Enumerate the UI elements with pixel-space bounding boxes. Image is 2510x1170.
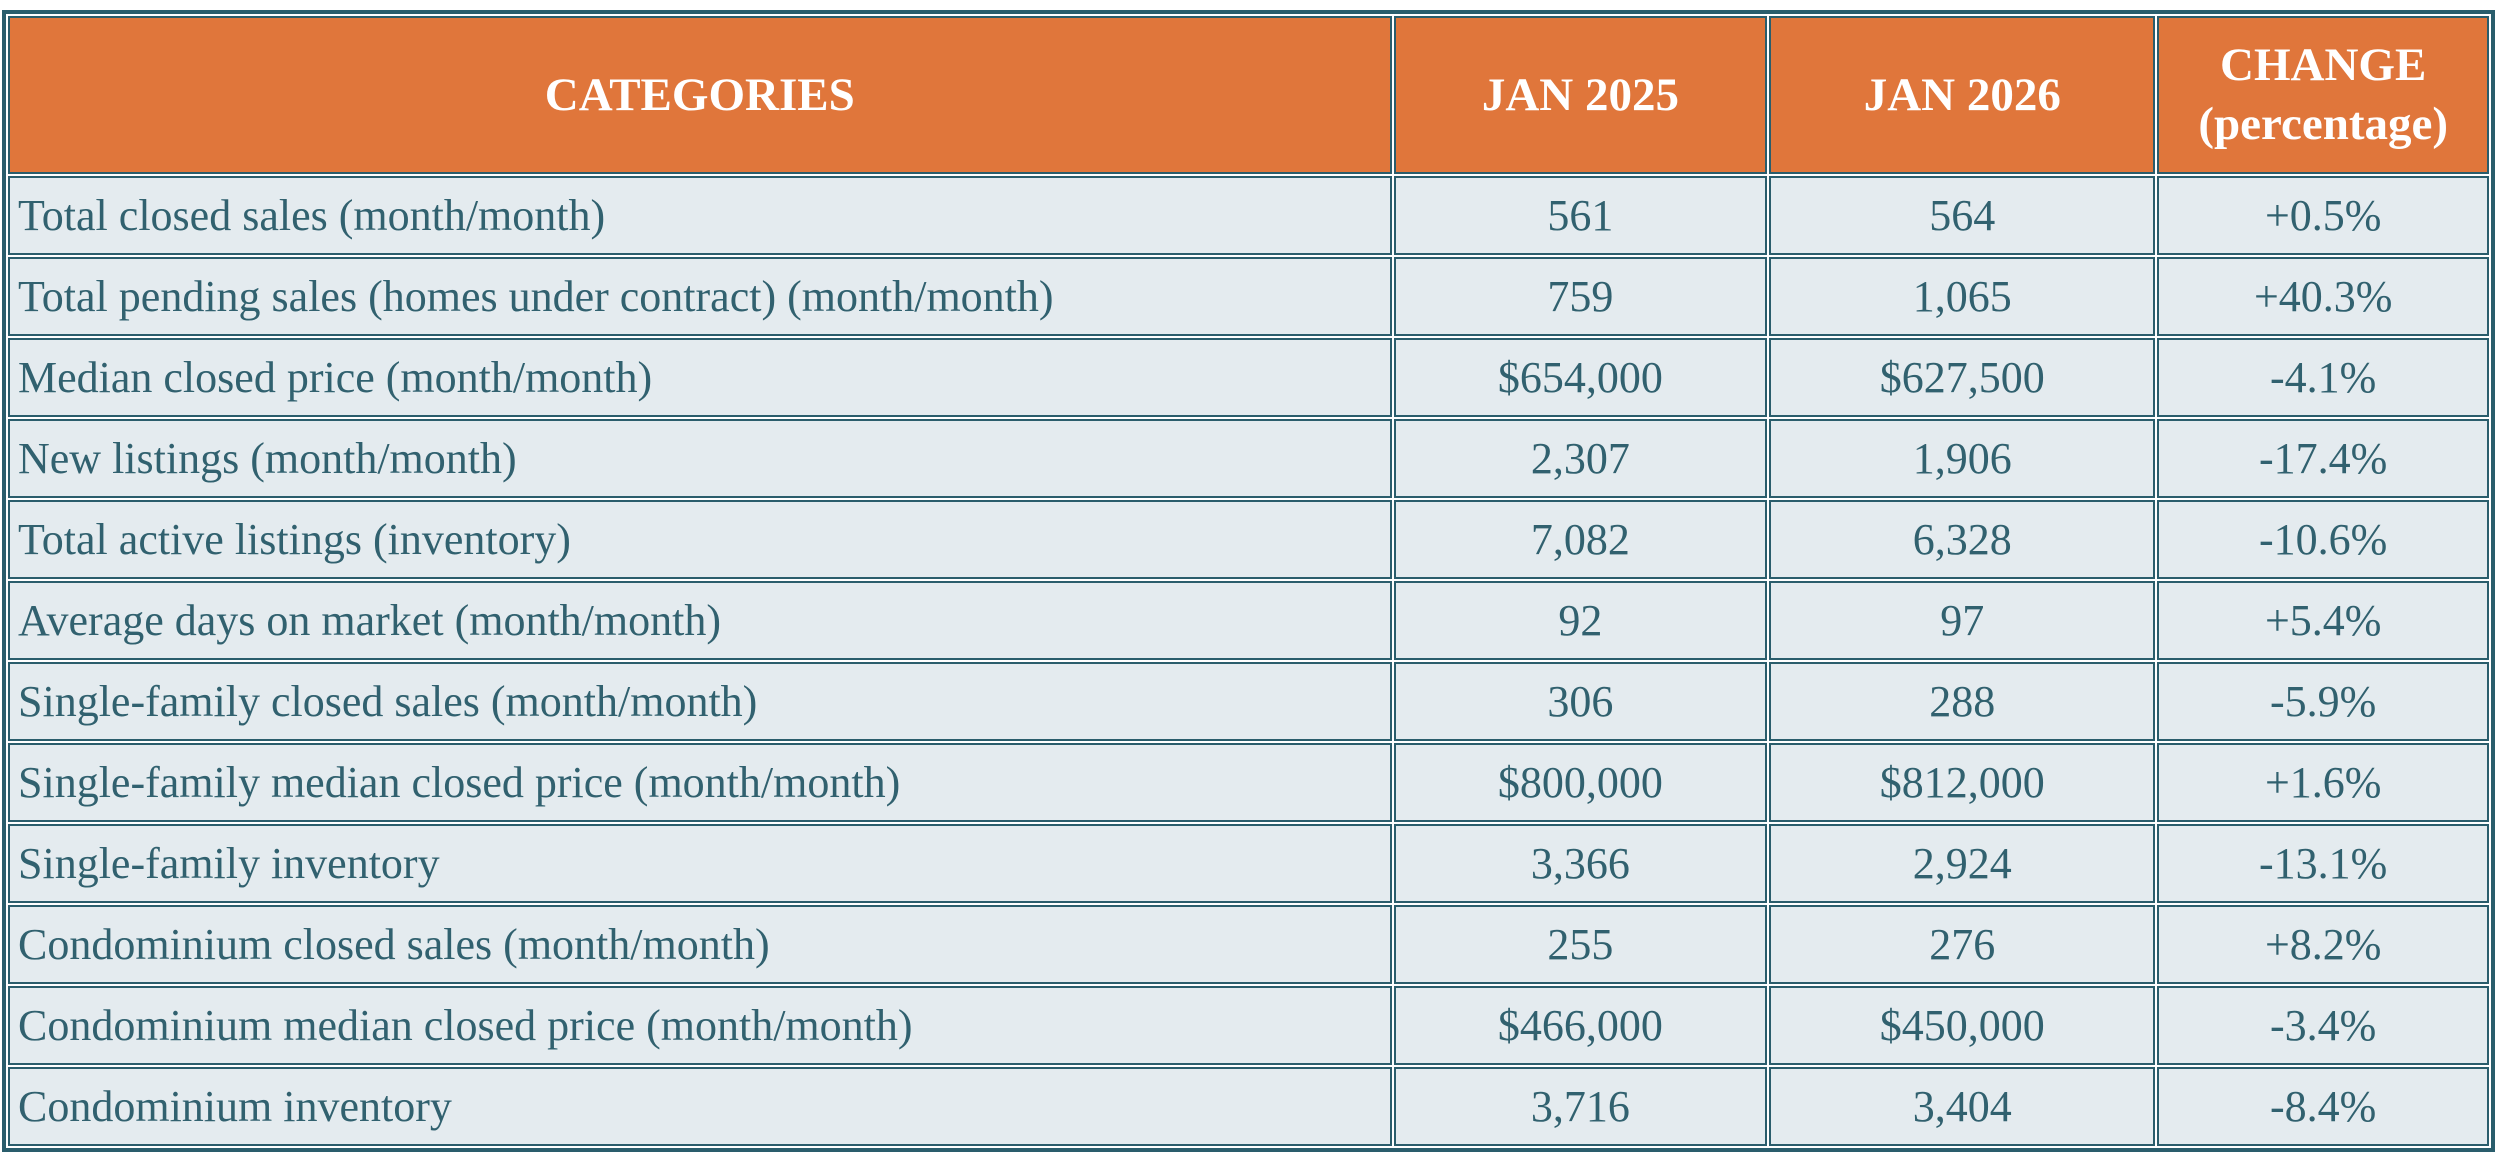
jan-2026-value-cell: 2,924	[1769, 824, 2156, 903]
jan-2026-value-cell: 276	[1769, 905, 2156, 984]
jan-2026-value-cell: 1,906	[1769, 419, 2156, 498]
column-header-jan-2025: JAN 2025	[1393, 16, 1768, 174]
category-cell: Median closed price (month/month)	[8, 338, 1392, 417]
table-row: Median closed price (month/month) $654,0…	[8, 338, 2489, 417]
change-percentage-cell: -4.1%	[2157, 338, 2489, 417]
column-header-categories: CATEGORIES	[8, 16, 1392, 174]
market-stats-table: CATEGORIES JAN 2025 JAN 2026 CHANGE (per…	[2, 10, 2495, 1152]
jan-2025-value-cell: 2,307	[1393, 419, 1768, 498]
jan-2025-value-cell: $466,000	[1393, 986, 1768, 1065]
header-row: CATEGORIES JAN 2025 JAN 2026 CHANGE (per…	[8, 16, 2489, 174]
table-row: Condominium closed sales (month/month) 2…	[8, 905, 2489, 984]
jan-2025-value-cell: 255	[1393, 905, 1768, 984]
table-body: Total closed sales (month/month) 561 564…	[8, 176, 2489, 1146]
jan-2025-value-cell: 7,082	[1393, 500, 1768, 579]
category-cell: Total closed sales (month/month)	[8, 176, 1392, 255]
jan-2025-value-cell: 3,716	[1393, 1067, 1768, 1146]
change-percentage-cell: -8.4%	[2157, 1067, 2489, 1146]
change-percentage-cell: -3.4%	[2157, 986, 2489, 1065]
table-row: Single-family inventory 3,366 2,924 -13.…	[8, 824, 2489, 903]
category-cell: Average days on market (month/month)	[8, 581, 1392, 660]
column-header-jan-2026: JAN 2026	[1769, 16, 2156, 174]
category-cell: Single-family median closed price (month…	[8, 743, 1392, 822]
table-row: Total pending sales (homes under contrac…	[8, 257, 2489, 336]
category-cell: Condominium closed sales (month/month)	[8, 905, 1392, 984]
jan-2025-value-cell: 3,366	[1393, 824, 1768, 903]
jan-2026-value-cell: 564	[1769, 176, 2156, 255]
category-cell: Condominium inventory	[8, 1067, 1392, 1146]
table-row: New listings (month/month) 2,307 1,906 -…	[8, 419, 2489, 498]
change-percentage-cell: +1.6%	[2157, 743, 2489, 822]
jan-2025-value-cell: 306	[1393, 662, 1768, 741]
jan-2025-value-cell: 759	[1393, 257, 1768, 336]
jan-2026-value-cell: 1,065	[1769, 257, 2156, 336]
change-percentage-cell: -17.4%	[2157, 419, 2489, 498]
jan-2026-value-cell: 97	[1769, 581, 2156, 660]
change-percentage-cell: +8.2%	[2157, 905, 2489, 984]
table-row: Condominium median closed price (month/m…	[8, 986, 2489, 1065]
table-row: Total closed sales (month/month) 561 564…	[8, 176, 2489, 255]
jan-2026-value-cell: $450,000	[1769, 986, 2156, 1065]
jan-2026-value-cell: 6,328	[1769, 500, 2156, 579]
change-percentage-cell: +40.3%	[2157, 257, 2489, 336]
change-percentage-cell: -13.1%	[2157, 824, 2489, 903]
market-stats-table-container: CATEGORIES JAN 2025 JAN 2026 CHANGE (per…	[2, 10, 2495, 1152]
jan-2026-value-cell: 3,404	[1769, 1067, 2156, 1146]
jan-2026-value-cell: 288	[1769, 662, 2156, 741]
jan-2026-value-cell: $627,500	[1769, 338, 2156, 417]
jan-2025-value-cell: $800,000	[1393, 743, 1768, 822]
column-header-change-percentage: CHANGE (percentage)	[2157, 16, 2489, 174]
change-percentage-cell: +5.4%	[2157, 581, 2489, 660]
category-cell: New listings (month/month)	[8, 419, 1392, 498]
category-cell: Single-family closed sales (month/month)	[8, 662, 1392, 741]
table-header: CATEGORIES JAN 2025 JAN 2026 CHANGE (per…	[8, 16, 2489, 174]
category-cell: Condominium median closed price (month/m…	[8, 986, 1392, 1065]
category-cell: Total pending sales (homes under contrac…	[8, 257, 1392, 336]
table-row: Single-family closed sales (month/month)…	[8, 662, 2489, 741]
table-row: Condominium inventory 3,716 3,404 -8.4%	[8, 1067, 2489, 1146]
change-percentage-cell: -10.6%	[2157, 500, 2489, 579]
jan-2026-value-cell: $812,000	[1769, 743, 2156, 822]
jan-2025-value-cell: 92	[1393, 581, 1768, 660]
table-row: Single-family median closed price (month…	[8, 743, 2489, 822]
table-row: Total active listings (inventory) 7,082 …	[8, 500, 2489, 579]
change-percentage-cell: -5.9%	[2157, 662, 2489, 741]
jan-2025-value-cell: $654,000	[1393, 338, 1768, 417]
jan-2025-value-cell: 561	[1393, 176, 1768, 255]
table-row: Average days on market (month/month) 92 …	[8, 581, 2489, 660]
category-cell: Total active listings (inventory)	[8, 500, 1392, 579]
category-cell: Single-family inventory	[8, 824, 1392, 903]
change-percentage-cell: +0.5%	[2157, 176, 2489, 255]
